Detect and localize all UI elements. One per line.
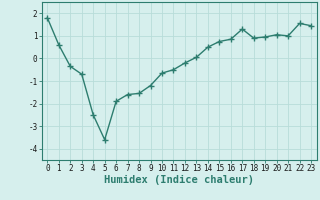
X-axis label: Humidex (Indice chaleur): Humidex (Indice chaleur) (104, 175, 254, 185)
